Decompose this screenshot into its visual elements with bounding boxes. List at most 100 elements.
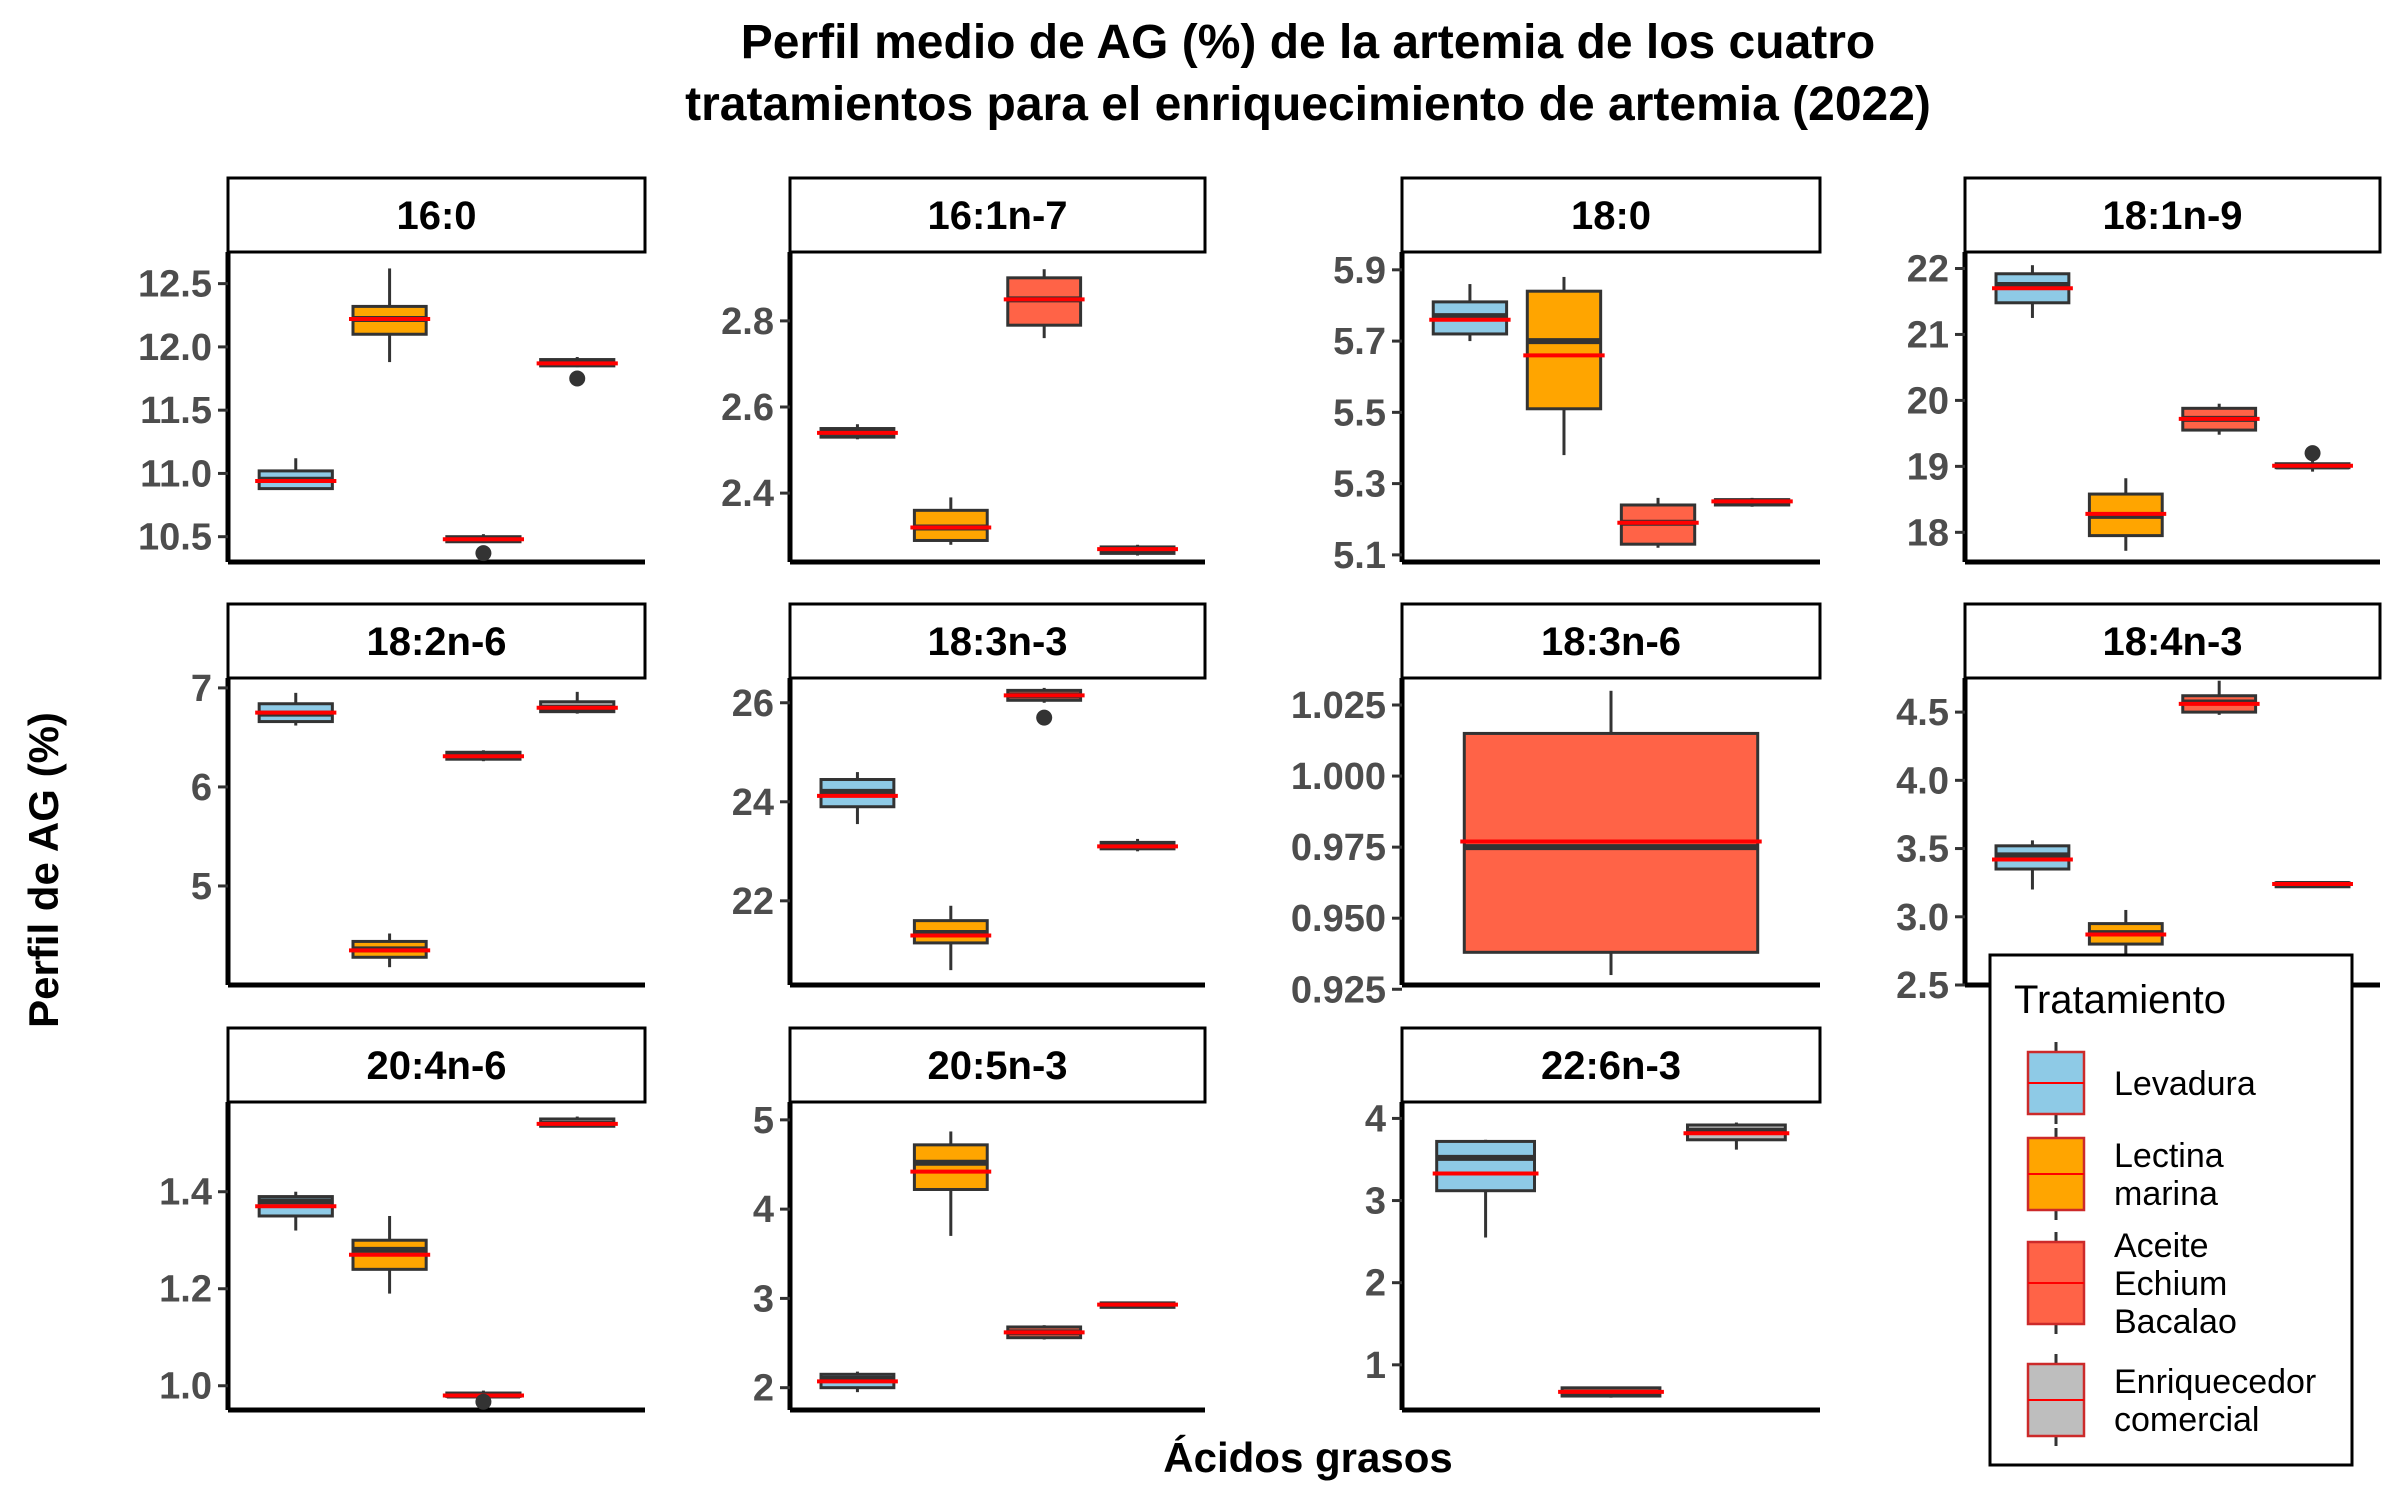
- box-levadura: [817, 1371, 898, 1393]
- y-tick-label: 7: [191, 668, 212, 710]
- facet-strip-label: 18:4n-3: [2102, 620, 2242, 664]
- box-levadura: [1429, 284, 1511, 342]
- box-levadura: [255, 458, 337, 491]
- box-lectina-marina: [1523, 276, 1605, 456]
- y-tick-label: 4.0: [1896, 760, 1949, 802]
- y-tick-label: 1.2: [159, 1269, 212, 1311]
- box-enriquecedor-comercial: [1097, 838, 1178, 852]
- facet-strip: [1963, 176, 2382, 254]
- box-aceite-echium-bacalao: [1003, 269, 1085, 339]
- y-tick-label: 1.4: [159, 1172, 212, 1214]
- box-aceite-echium-bacalao: [442, 1390, 525, 1410]
- legend-item-levadura: Levadura: [2026, 1042, 2256, 1124]
- facet-strip: [226, 1026, 647, 1104]
- legend: TratamientoLevaduraLectinamarinaAceiteEc…: [1988, 953, 2354, 1467]
- outlier-point: [2304, 445, 2321, 462]
- y-tick-label: 1: [1365, 1345, 1386, 1387]
- y-tick-label: 0.950: [1291, 898, 1386, 940]
- box-lectina-marina: [910, 905, 992, 971]
- facet-panel-18-3n-3: 18:3n-3 22 24 26: [732, 602, 1207, 988]
- facet-strip-label: 20:5n-3: [927, 1044, 1067, 1088]
- legend-item-label: Bacalao: [2114, 1303, 2237, 1341]
- facet-panel-16-1n-7: 16:1n-7 2.4 2.6 2.8: [721, 176, 1207, 565]
- box-lectina-marina: [348, 933, 431, 968]
- y-tick-label: 3.0: [1896, 897, 1949, 939]
- box-aceite-echium-bacalao: [442, 750, 525, 762]
- y-tick-label: 22: [732, 881, 774, 923]
- facet-strip-label: 16:1n-7: [927, 194, 1067, 238]
- facet-panel-18-1n-9: 18:1n-9 18 19 20 21 22: [1907, 176, 2382, 565]
- facet-panel-16-0: 16:0 10.5 11.0 11.5 12.0 12.5: [138, 176, 647, 565]
- box-aceite-echium-bacalao: [442, 534, 525, 562]
- box-aceite-echium-bacalao: [2178, 680, 2260, 715]
- y-tick-label: 4: [1365, 1098, 1386, 1140]
- y-tick-label: 5.5: [1333, 392, 1386, 434]
- box-enriquecedor-comercial: [2272, 445, 2353, 472]
- facet-strip: [788, 176, 1207, 254]
- box-levadura: [1432, 1139, 1539, 1238]
- box-levadura: [255, 1191, 337, 1231]
- box-enriquecedor-comercial: [536, 1116, 618, 1128]
- facet-strip: [788, 602, 1207, 680]
- outlier-point: [475, 1393, 492, 1410]
- y-tick-label: 18: [1907, 512, 1949, 554]
- box-levadura: [255, 692, 337, 726]
- y-tick-label: 2.8: [721, 301, 774, 343]
- y-tick-label: 5.3: [1333, 464, 1386, 506]
- box-iqr: [1525, 289, 1603, 411]
- box-enriquecedor-comercial: [1711, 497, 1793, 507]
- facet-strip-label: 18:3n-3: [927, 620, 1067, 664]
- box-lectina-marina: [348, 268, 431, 363]
- legend-item-label: Lectina: [2114, 1137, 2224, 1175]
- facet-panel-18-2n-6: 18:2n-6 5 6 7: [191, 602, 647, 988]
- facet-panels: 16:010.511.011.512.012.516:1n-72.42.62.8…: [138, 176, 2382, 1413]
- box-aceite-echium-bacalao: [1003, 1325, 1085, 1340]
- facet-strip: [1400, 1026, 1822, 1104]
- box-aceite-echium-bacalao: [1460, 690, 1762, 976]
- facet-panel-20-5n-3: 20:5n-3 2 3 4 5: [753, 1026, 1207, 1413]
- chart-title-line-2: tratamientos para el enriquecimiento de …: [685, 78, 1931, 131]
- legend-item-label: Aceite: [2114, 1227, 2209, 1265]
- y-tick-label: 3: [753, 1278, 774, 1320]
- box-lectina-marina: [2085, 909, 2167, 955]
- y-tick-label: 5.9: [1333, 250, 1386, 292]
- box-enriquecedor-comercial: [1097, 544, 1178, 556]
- y-tick-label: 6: [191, 767, 212, 809]
- box-enriquecedor-comercial: [536, 691, 618, 714]
- box-aceite-echium-bacalao: [1003, 687, 1085, 726]
- facet-strip: [1963, 602, 2382, 680]
- y-tick-label: 5: [753, 1100, 774, 1142]
- y-tick-label: 2: [753, 1368, 774, 1410]
- y-tick-label: 4: [753, 1189, 774, 1231]
- box-lectina-marina: [910, 1131, 992, 1236]
- facet-strip: [226, 176, 647, 254]
- facet-strip-label: 18:1n-9: [2102, 194, 2242, 238]
- y-tick-label: 5.7: [1333, 321, 1386, 363]
- y-tick-label: 0.925: [1291, 969, 1386, 1011]
- y-tick-label: 26: [732, 683, 774, 725]
- y-tick-label: 3.5: [1896, 829, 1949, 871]
- facet-panel-18-0: 18:0 5.1 5.3 5.5 5.7 5.9: [1333, 176, 1822, 577]
- x-axis-title: Ácidos grasos: [1163, 1434, 1452, 1481]
- box-enriquecedor-comercial: [1097, 1301, 1178, 1309]
- box-iqr: [912, 1143, 989, 1191]
- y-tick-label: 21: [1907, 314, 1949, 356]
- y-tick-label: 1.000: [1291, 756, 1386, 798]
- legend-item-label: Enriquecedor: [2114, 1363, 2316, 1401]
- facet-strip-label: 18:0: [1571, 194, 1651, 238]
- y-tick-label: 2.6: [721, 387, 774, 429]
- y-tick-label: 5.1: [1333, 535, 1386, 577]
- box-levadura: [1992, 265, 2073, 318]
- box-levadura: [817, 772, 898, 825]
- y-tick-label: 4.5: [1896, 692, 1949, 734]
- y-tick-label: 24: [732, 782, 774, 824]
- chart-title-line-1: Perfil medio de AG (%) de la artemia de …: [741, 16, 1876, 69]
- facet-strip: [1400, 176, 1822, 254]
- facet-panel-18-4n-3: 18:4n-3 2.5 3.0 3.5 4.0 4.5: [1896, 602, 2382, 1007]
- box-enriquecedor-comercial: [536, 357, 618, 387]
- facet-panel-22-6n-3: 22:6n-3 1 2 3 4: [1365, 1026, 1822, 1413]
- box-enriquecedor-comercial: [2272, 881, 2353, 889]
